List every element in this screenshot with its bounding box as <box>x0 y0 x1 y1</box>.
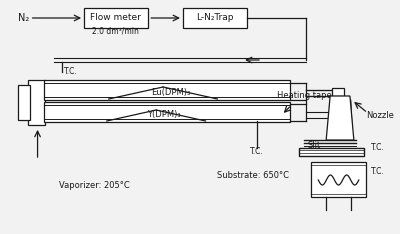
Bar <box>44 102 290 122</box>
Bar <box>44 80 290 100</box>
Text: Slit: Slit <box>308 140 321 150</box>
Text: Eu(DPM)₃: Eu(DPM)₃ <box>151 88 191 96</box>
Text: T.C.: T.C. <box>371 143 384 153</box>
Bar <box>183 8 247 28</box>
Text: Vaporizer: 205°C: Vaporizer: 205°C <box>59 180 130 190</box>
Text: 2.0 dm³/min: 2.0 dm³/min <box>92 26 139 36</box>
Bar <box>332 88 344 96</box>
Bar <box>311 162 366 197</box>
Text: Nozzle: Nozzle <box>366 110 394 120</box>
Text: N₂: N₂ <box>18 13 29 23</box>
Bar <box>300 148 364 156</box>
Text: T.C.: T.C. <box>250 147 264 157</box>
Polygon shape <box>326 96 354 140</box>
Bar <box>18 85 30 120</box>
Text: T.C.: T.C. <box>64 67 78 77</box>
Text: Flow meter: Flow meter <box>90 14 141 22</box>
Text: Substrate: 650°C: Substrate: 650°C <box>218 171 290 179</box>
Text: T.C.: T.C. <box>371 168 384 176</box>
Bar <box>28 80 46 125</box>
Text: Y(DPM)₃: Y(DPM)₃ <box>147 110 181 118</box>
Text: L-N₂Trap: L-N₂Trap <box>196 14 233 22</box>
Bar <box>84 8 148 28</box>
Text: Heating tape: Heating tape <box>277 91 332 99</box>
